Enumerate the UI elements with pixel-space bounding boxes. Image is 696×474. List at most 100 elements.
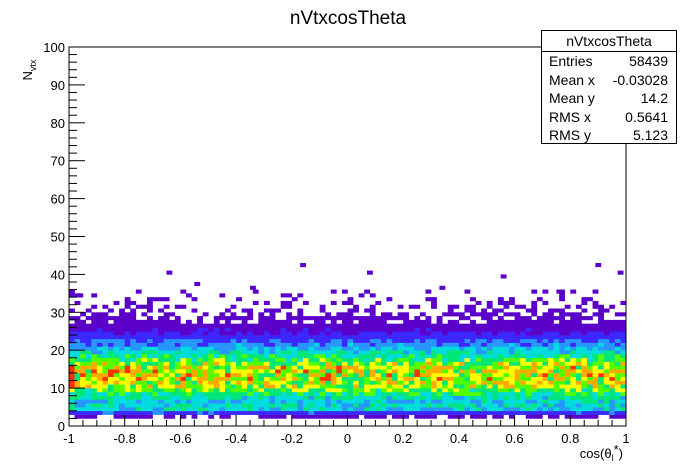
- heatmap-cell: [341, 316, 348, 321]
- heatmap-cell: [364, 289, 371, 294]
- heatmap-cell: [197, 407, 203, 412]
- heatmap-cell: [464, 304, 471, 309]
- heatmap-cell: [291, 316, 298, 321]
- heatmap-cell: [69, 293, 75, 298]
- heatmap-cell: [119, 357, 125, 362]
- heatmap-cell: [96, 395, 103, 400]
- heatmap-cell: [91, 353, 98, 359]
- heatmap-cell: [185, 376, 192, 381]
- heatmap-cell: [497, 300, 504, 306]
- heatmap-cell: [319, 327, 326, 332]
- heatmap-cell: [314, 372, 320, 378]
- heatmap-cell: [492, 369, 499, 374]
- heatmap-cell: [180, 331, 187, 336]
- heatmap-cell: [113, 331, 120, 336]
- heatmap-cell: [620, 365, 627, 370]
- heatmap-cell: [548, 312, 554, 317]
- heatmap-cell: [369, 304, 376, 309]
- heatmap-cell: [347, 297, 354, 302]
- heatmap-cell: [587, 327, 593, 332]
- heatmap-cell: [419, 346, 426, 351]
- heatmap-cell: [414, 338, 421, 343]
- heatmap-cell: [369, 338, 376, 343]
- heatmap-cell: [453, 399, 460, 404]
- heatmap-cell: [364, 384, 371, 389]
- heatmap-cell: [297, 395, 304, 400]
- heatmap-cell: [397, 384, 404, 389]
- heatmap-cell: [447, 338, 454, 343]
- heatmap-cell: [386, 403, 393, 408]
- heatmap-cell: [124, 361, 131, 366]
- stats-label: Entries: [549, 53, 593, 69]
- heatmap-cell: [408, 372, 415, 378]
- heatmap-cell: [470, 297, 476, 302]
- heatmap-cell: [185, 335, 192, 340]
- heatmap-cell: [213, 395, 220, 400]
- heatmap-cell: [330, 316, 337, 321]
- heatmap-cell: [598, 312, 605, 317]
- heatmap-cell: [258, 327, 265, 332]
- heatmap-cell: [436, 384, 443, 389]
- heatmap-cell: [286, 346, 293, 351]
- heatmap-cell: [247, 365, 254, 370]
- heatmap-cell: [397, 353, 404, 359]
- heatmap-cell: [325, 414, 332, 419]
- heatmap-cell: [141, 338, 148, 343]
- heatmap-cell: [531, 369, 538, 374]
- heatmap-cell: [369, 357, 376, 362]
- heatmap-cell: [213, 365, 220, 370]
- heatmap-cell: [69, 407, 75, 412]
- heatmap-cell: [353, 407, 359, 412]
- heatmap-cell: [531, 346, 538, 351]
- heatmap-cell: [497, 410, 504, 415]
- heatmap-cell: [514, 407, 521, 412]
- heatmap-cell: [581, 376, 588, 381]
- heatmap-cell: [291, 399, 298, 404]
- heatmap-cell: [341, 399, 348, 404]
- heatmap-cell: [436, 380, 443, 385]
- heatmap-cell: [163, 319, 170, 324]
- heatmap-cell: [169, 391, 176, 396]
- heatmap-cell: [514, 323, 521, 328]
- heatmap-cell: [592, 338, 599, 343]
- heatmap-cell: [302, 407, 309, 412]
- heatmap-cell: [297, 327, 304, 332]
- heatmap-cell: [380, 353, 387, 359]
- heatmap-cell: [497, 316, 504, 321]
- heatmap-cell: [230, 384, 237, 389]
- heatmap-cell: [614, 350, 621, 355]
- heatmap-cell: [486, 304, 493, 309]
- heatmap-cell: [280, 410, 287, 415]
- heatmap-cell: [119, 399, 125, 404]
- heatmap-cell: [397, 380, 404, 385]
- heatmap-cell: [542, 380, 549, 385]
- heatmap-cell: [91, 395, 98, 400]
- heatmap-cell: [358, 399, 365, 404]
- heatmap-cell: [620, 372, 627, 378]
- heatmap-cell: [514, 399, 521, 404]
- heatmap-cell: [414, 369, 421, 374]
- heatmap-cell: [403, 380, 410, 385]
- heatmap-cell: [531, 300, 538, 306]
- heatmap-cell: [91, 350, 98, 355]
- heatmap-cell: [197, 391, 203, 396]
- heatmap-cell: [509, 407, 515, 412]
- heatmap-cell: [336, 316, 343, 321]
- heatmap-cell: [367, 270, 373, 275]
- heatmap-cell: [509, 361, 515, 366]
- heatmap-cell: [146, 323, 153, 328]
- heatmap-cell: [91, 403, 98, 408]
- heatmap-cell: [263, 331, 270, 336]
- heatmap-cell: [330, 391, 337, 396]
- heatmap-cell: [286, 399, 293, 404]
- heatmap-cell: [380, 388, 387, 393]
- heatmap-cell: [130, 369, 137, 374]
- heatmap-cell: [570, 350, 577, 355]
- heatmap-cell: [191, 361, 198, 366]
- heatmap-cell: [509, 327, 515, 332]
- heatmap-cell: [213, 331, 220, 336]
- heatmap-cell: [291, 361, 298, 366]
- heatmap-cell: [286, 316, 293, 321]
- heatmap-cell: [107, 403, 114, 408]
- heatmap-cell: [69, 403, 75, 408]
